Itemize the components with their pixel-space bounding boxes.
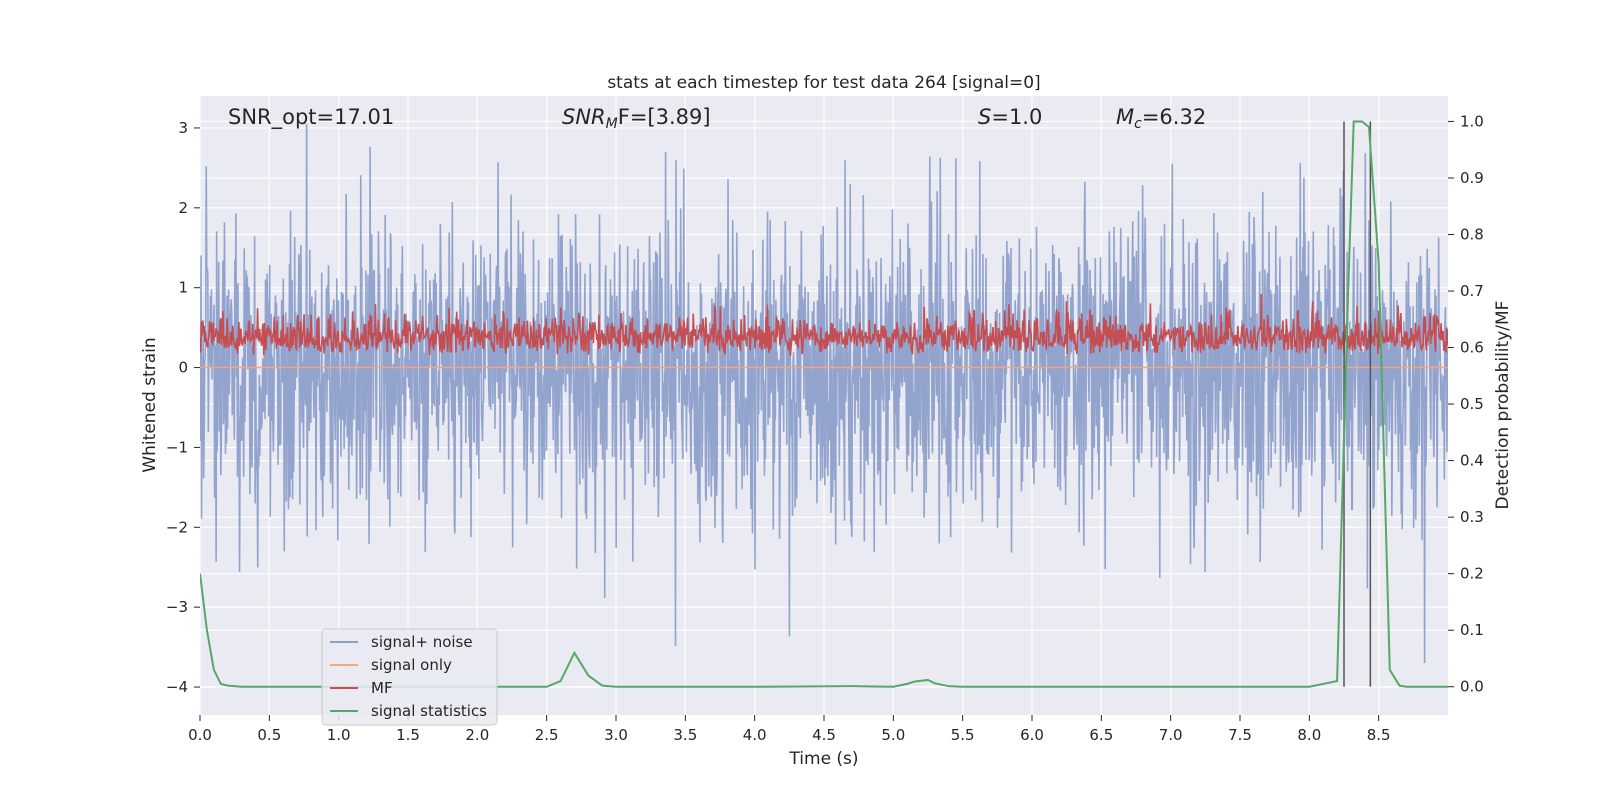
x-tick-label: 1.0	[327, 726, 351, 744]
annotation-mc-main: M	[1116, 105, 1134, 129]
y2-tick-label: 0.9	[1460, 169, 1484, 187]
y2-axis-label: Detection probability/MF	[1493, 301, 1513, 510]
y-tick-label: 3	[178, 119, 188, 137]
legend-label-signal-statistics: signal statistics	[371, 702, 487, 720]
y-tick-label: 2	[178, 199, 188, 217]
x-tick-label: 2.5	[535, 726, 559, 744]
x-tick-label: 7.5	[1228, 726, 1252, 744]
y-tick-label: −2	[166, 518, 188, 536]
y-axis-ticks: −4 −3 −2 −1 0 1 2 3	[166, 119, 200, 696]
y2-tick-label: 1.0	[1460, 112, 1484, 130]
x-tick-label: 0.0	[188, 726, 212, 744]
signal-statistics-line	[200, 120, 1448, 688]
y-tick-label: 1	[178, 279, 188, 297]
y2-tick-label: 0.4	[1460, 452, 1484, 470]
y2-tick-label: 0.8	[1460, 225, 1484, 243]
y2-tick-label: 0.1	[1460, 621, 1484, 639]
series-signal-statistics	[200, 120, 1448, 688]
x-tick-label: 4.0	[743, 726, 767, 744]
x-tick-label: 6.5	[1089, 726, 1113, 744]
annotation-snr-mf-main: SNR	[562, 105, 606, 129]
y2-tick-label: 0.2	[1460, 565, 1484, 583]
y-tick-label: −1	[166, 438, 188, 456]
annotation-mc: Mc=6.32	[1116, 105, 1206, 132]
y2-tick-label: 0.3	[1460, 508, 1484, 526]
annotation-snr-opt: SNR_opt=17.01	[228, 105, 394, 130]
annotation-mc-sub: c	[1134, 116, 1142, 132]
x-tick-label: 4.5	[812, 726, 836, 744]
legend: signal+ noise signal only MF signal stat…	[321, 628, 498, 726]
x-axis-ticks: 0.0 0.5 1.0 1.5 2.0 2.5 3.0 3.5 4.0 4.5 5.0 5.5 6.0 6…	[188, 715, 1391, 744]
y-tick-label: −4	[166, 678, 188, 696]
annotation-snr-mf-rest: F=[3.89]	[618, 105, 711, 129]
x-tick-label: 5.0	[881, 726, 905, 744]
x-tick-label: 3.5	[673, 726, 697, 744]
legend-label-signal-only: signal only	[371, 656, 452, 674]
chart-title: stats at each timestep for test data 264…	[607, 73, 1040, 93]
mf-line	[200, 294, 1448, 356]
x-tick-label: 5.5	[951, 726, 975, 744]
y2-axis-ticks: 0.0 0.1 0.2 0.3 0.4 0.5 0.6 0.7 0.8 0.9 1.0	[1448, 112, 1484, 696]
series-mf	[200, 294, 1448, 356]
y-tick-label: −3	[166, 598, 188, 616]
legend-label-signal-plus-noise: signal+ noise	[371, 633, 473, 651]
annotation-snr-mf: SNRMF=[3.89]	[562, 105, 711, 132]
y-axis-label: Whitened strain	[140, 337, 160, 472]
annotation-s-main: S	[978, 105, 991, 129]
x-axis-label: Time (s)	[788, 749, 858, 769]
annotation-mc-rest: =6.32	[1142, 105, 1206, 129]
x-tick-label: 8.5	[1367, 726, 1391, 744]
annotation-snr-mf-sub: M	[606, 116, 618, 132]
y2-tick-label: 0.7	[1460, 282, 1484, 300]
y2-tick-label: 0.0	[1460, 678, 1484, 696]
y2-tick-label: 0.6	[1460, 339, 1484, 357]
x-tick-label: 2.0	[465, 726, 489, 744]
x-tick-label: 3.0	[604, 726, 628, 744]
x-tick-label: 6.0	[1020, 726, 1044, 744]
x-tick-label: 0.5	[257, 726, 281, 744]
y2-tick-label: 0.5	[1460, 395, 1484, 413]
x-tick-label: 8.0	[1297, 726, 1321, 744]
x-tick-label: 7.0	[1159, 726, 1183, 744]
legend-box	[321, 628, 498, 726]
annotation-s: S=1.0	[978, 105, 1042, 129]
legend-label-mf: MF	[371, 679, 393, 697]
y-tick-label: 0	[178, 359, 188, 377]
x-tick-label: 1.5	[396, 726, 420, 744]
annotation-s-rest: =1.0	[991, 105, 1042, 129]
